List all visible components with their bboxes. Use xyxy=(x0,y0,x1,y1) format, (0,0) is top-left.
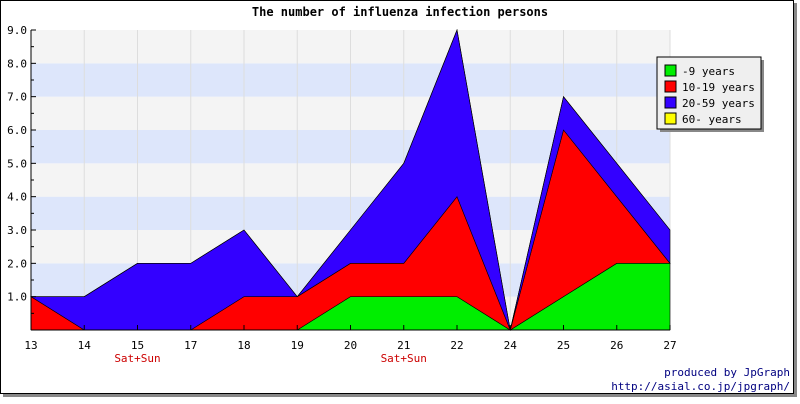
x-tick-label: 21 xyxy=(397,339,410,352)
y-tick-label: 2.0 xyxy=(7,257,27,270)
y-tick-label: 8.0 xyxy=(7,57,27,70)
x-tick-label: 18 xyxy=(237,339,250,352)
y-tick-label: 1.0 xyxy=(7,291,27,304)
x-tick-label: 26 xyxy=(610,339,623,352)
x-sub-label: Sat+Sun xyxy=(381,352,427,365)
x-tick-label: 24 xyxy=(504,339,518,352)
x-tick-label: 27 xyxy=(663,339,676,352)
x-tick-label: 15 xyxy=(131,339,144,352)
y-tick-label: 5.0 xyxy=(7,157,27,170)
chart-title: The number of influenza infection person… xyxy=(252,5,548,19)
y-tick-label: 4.0 xyxy=(7,191,27,204)
legend-label-2: 20-59 years xyxy=(682,97,755,110)
y-tick-label: 6.0 xyxy=(7,124,27,137)
legend-swatch-2 xyxy=(664,96,677,109)
y-tick-label: 3.0 xyxy=(7,224,27,237)
legend-swatch-3 xyxy=(664,112,677,125)
axes: 1.02.03.04.05.06.07.08.09.013 14 15Sat+Sun… xyxy=(7,24,677,365)
x-tick-label: 25 xyxy=(557,339,570,352)
legend: -9 years 10-19 years 20-59 years 60- years xyxy=(656,56,764,132)
legend-swatch-0 xyxy=(664,64,677,77)
x-tick-label: 20 xyxy=(344,339,357,352)
area-series-3 xyxy=(31,28,671,331)
legend-label-1: 10-19 years xyxy=(682,81,755,94)
legend-label-0: -9 years xyxy=(682,65,735,78)
y-tick-label: 9.0 xyxy=(7,24,27,37)
y-tick-label: 7.0 xyxy=(7,91,27,104)
legend-swatch-1 xyxy=(664,80,677,93)
credit-line-2[interactable]: http://asial.co.jp/jpgraph/ xyxy=(611,380,790,393)
credit-line-1: produced by JpGraph xyxy=(664,366,790,379)
x-tick-label: 22 xyxy=(450,339,463,352)
x-tick-label: 19 xyxy=(291,339,304,352)
x-tick-label: 17 xyxy=(184,339,197,352)
x-sub-label: Sat+Sun xyxy=(114,352,160,365)
x-tick-label: 13 xyxy=(24,339,37,352)
x-tick-label: 14 xyxy=(78,339,92,352)
legend-label-3: 60- years xyxy=(682,113,742,126)
